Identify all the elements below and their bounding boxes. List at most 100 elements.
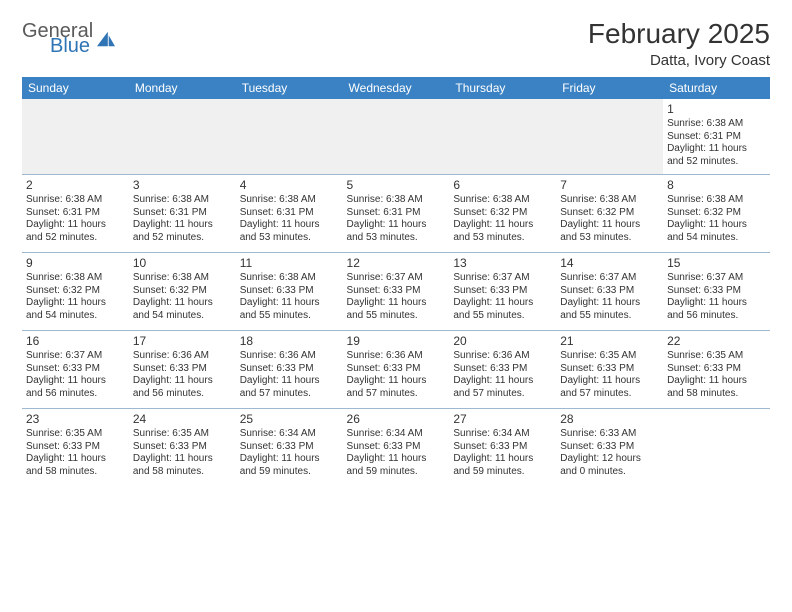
day-number: 17 <box>133 334 232 349</box>
sunset-line: Sunset: 6:33 PM <box>667 285 766 298</box>
daylight-line: Daylight: 11 hours and 55 minutes. <box>453 297 552 322</box>
sunrise-line: Sunrise: 6:36 AM <box>453 350 552 363</box>
sunrise-line: Sunrise: 6:35 AM <box>667 350 766 363</box>
calendar-cell: 26Sunrise: 6:34 AMSunset: 6:33 PMDayligh… <box>343 409 450 487</box>
day-number: 1 <box>667 102 766 117</box>
calendar-cell: 28Sunrise: 6:33 AMSunset: 6:33 PMDayligh… <box>556 409 663 487</box>
sunrise-line: Sunrise: 6:35 AM <box>560 350 659 363</box>
sunset-line: Sunset: 6:33 PM <box>347 285 446 298</box>
day-number: 12 <box>347 256 446 271</box>
calendar-cell: 6Sunrise: 6:38 AMSunset: 6:32 PMDaylight… <box>449 175 556 253</box>
month-title: February 2025 <box>588 18 770 50</box>
calendar-cell: 17Sunrise: 6:36 AMSunset: 6:33 PMDayligh… <box>129 331 236 409</box>
sunrise-line: Sunrise: 6:37 AM <box>560 272 659 285</box>
page-header: General Blue February 2025 Datta, Ivory … <box>22 18 770 69</box>
day-number: 22 <box>667 334 766 349</box>
daylight-line: Daylight: 11 hours and 52 minutes. <box>133 219 232 244</box>
daylight-line: Daylight: 11 hours and 52 minutes. <box>667 143 766 168</box>
calendar-cell: 14Sunrise: 6:37 AMSunset: 6:33 PMDayligh… <box>556 253 663 331</box>
sunset-line: Sunset: 6:33 PM <box>133 363 232 376</box>
sunset-line: Sunset: 6:33 PM <box>560 363 659 376</box>
day-number: 10 <box>133 256 232 271</box>
brand-text: General Blue <box>22 22 93 56</box>
daylight-line: Daylight: 11 hours and 57 minutes. <box>453 375 552 400</box>
sunset-line: Sunset: 6:32 PM <box>26 285 125 298</box>
sunrise-line: Sunrise: 6:37 AM <box>667 272 766 285</box>
daylight-line: Daylight: 12 hours and 0 minutes. <box>560 453 659 478</box>
weekday-header: Saturday <box>663 77 770 99</box>
sunrise-line: Sunrise: 6:38 AM <box>26 194 125 207</box>
sunset-line: Sunset: 6:33 PM <box>240 441 339 454</box>
calendar-cell: 12Sunrise: 6:37 AMSunset: 6:33 PMDayligh… <box>343 253 450 331</box>
calendar-week-row: 2Sunrise: 6:38 AMSunset: 6:31 PMDaylight… <box>22 175 770 253</box>
calendar-week-row: 1Sunrise: 6:38 AMSunset: 6:31 PMDaylight… <box>22 99 770 175</box>
daylight-line: Daylight: 11 hours and 59 minutes. <box>240 453 339 478</box>
daylight-line: Daylight: 11 hours and 56 minutes. <box>26 375 125 400</box>
sail-icon <box>95 30 117 48</box>
sunrise-line: Sunrise: 6:34 AM <box>453 428 552 441</box>
sunset-line: Sunset: 6:33 PM <box>133 441 232 454</box>
calendar-week-row: 16Sunrise: 6:37 AMSunset: 6:33 PMDayligh… <box>22 331 770 409</box>
daylight-line: Daylight: 11 hours and 55 minutes. <box>240 297 339 322</box>
day-number: 24 <box>133 412 232 427</box>
sunset-line: Sunset: 6:31 PM <box>133 207 232 220</box>
sunrise-line: Sunrise: 6:38 AM <box>667 118 766 131</box>
day-number: 11 <box>240 256 339 271</box>
weekday-header: Sunday <box>22 77 129 99</box>
sunset-line: Sunset: 6:33 PM <box>453 363 552 376</box>
day-number: 15 <box>667 256 766 271</box>
daylight-line: Daylight: 11 hours and 58 minutes. <box>667 375 766 400</box>
daylight-line: Daylight: 11 hours and 58 minutes. <box>133 453 232 478</box>
calendar-cell <box>663 409 770 487</box>
calendar-cell: 27Sunrise: 6:34 AMSunset: 6:33 PMDayligh… <box>449 409 556 487</box>
calendar-cell: 3Sunrise: 6:38 AMSunset: 6:31 PMDaylight… <box>129 175 236 253</box>
calendar-week-row: 9Sunrise: 6:38 AMSunset: 6:32 PMDaylight… <box>22 253 770 331</box>
sunrise-line: Sunrise: 6:37 AM <box>347 272 446 285</box>
sunset-line: Sunset: 6:33 PM <box>667 363 766 376</box>
calendar-cell: 22Sunrise: 6:35 AMSunset: 6:33 PMDayligh… <box>663 331 770 409</box>
calendar-cell: 11Sunrise: 6:38 AMSunset: 6:33 PMDayligh… <box>236 253 343 331</box>
calendar-week-row: 23Sunrise: 6:35 AMSunset: 6:33 PMDayligh… <box>22 409 770 487</box>
sunrise-line: Sunrise: 6:37 AM <box>453 272 552 285</box>
calendar-cell: 1Sunrise: 6:38 AMSunset: 6:31 PMDaylight… <box>663 99 770 175</box>
daylight-line: Daylight: 11 hours and 54 minutes. <box>133 297 232 322</box>
sunrise-line: Sunrise: 6:35 AM <box>26 428 125 441</box>
sunrise-line: Sunrise: 6:38 AM <box>26 272 125 285</box>
daylight-line: Daylight: 11 hours and 57 minutes. <box>347 375 446 400</box>
daylight-line: Daylight: 11 hours and 59 minutes. <box>347 453 446 478</box>
sunrise-line: Sunrise: 6:38 AM <box>240 194 339 207</box>
sunrise-line: Sunrise: 6:38 AM <box>133 272 232 285</box>
day-number: 4 <box>240 178 339 193</box>
sunrise-line: Sunrise: 6:36 AM <box>347 350 446 363</box>
day-number: 13 <box>453 256 552 271</box>
calendar-cell <box>449 99 556 175</box>
day-number: 2 <box>26 178 125 193</box>
weekday-header-row: Sunday Monday Tuesday Wednesday Thursday… <box>22 77 770 99</box>
calendar-cell: 20Sunrise: 6:36 AMSunset: 6:33 PMDayligh… <box>449 331 556 409</box>
sunrise-line: Sunrise: 6:38 AM <box>453 194 552 207</box>
day-number: 14 <box>560 256 659 271</box>
calendar-cell: 24Sunrise: 6:35 AMSunset: 6:33 PMDayligh… <box>129 409 236 487</box>
calendar-cell <box>236 99 343 175</box>
calendar-cell: 4Sunrise: 6:38 AMSunset: 6:31 PMDaylight… <box>236 175 343 253</box>
calendar-cell: 10Sunrise: 6:38 AMSunset: 6:32 PMDayligh… <box>129 253 236 331</box>
sunrise-line: Sunrise: 6:36 AM <box>133 350 232 363</box>
sunset-line: Sunset: 6:33 PM <box>347 363 446 376</box>
sunrise-line: Sunrise: 6:33 AM <box>560 428 659 441</box>
daylight-line: Daylight: 11 hours and 59 minutes. <box>453 453 552 478</box>
sunset-line: Sunset: 6:31 PM <box>26 207 125 220</box>
calendar-cell: 2Sunrise: 6:38 AMSunset: 6:31 PMDaylight… <box>22 175 129 253</box>
day-number: 28 <box>560 412 659 427</box>
sunset-line: Sunset: 6:33 PM <box>453 441 552 454</box>
daylight-line: Daylight: 11 hours and 53 minutes. <box>560 219 659 244</box>
weekday-header: Thursday <box>449 77 556 99</box>
weekday-header: Wednesday <box>343 77 450 99</box>
daylight-line: Daylight: 11 hours and 58 minutes. <box>26 453 125 478</box>
day-number: 9 <box>26 256 125 271</box>
weekday-header: Friday <box>556 77 663 99</box>
daylight-line: Daylight: 11 hours and 56 minutes. <box>667 297 766 322</box>
sunrise-line: Sunrise: 6:34 AM <box>240 428 339 441</box>
weekday-header: Monday <box>129 77 236 99</box>
sunset-line: Sunset: 6:31 PM <box>347 207 446 220</box>
sunset-line: Sunset: 6:33 PM <box>240 363 339 376</box>
